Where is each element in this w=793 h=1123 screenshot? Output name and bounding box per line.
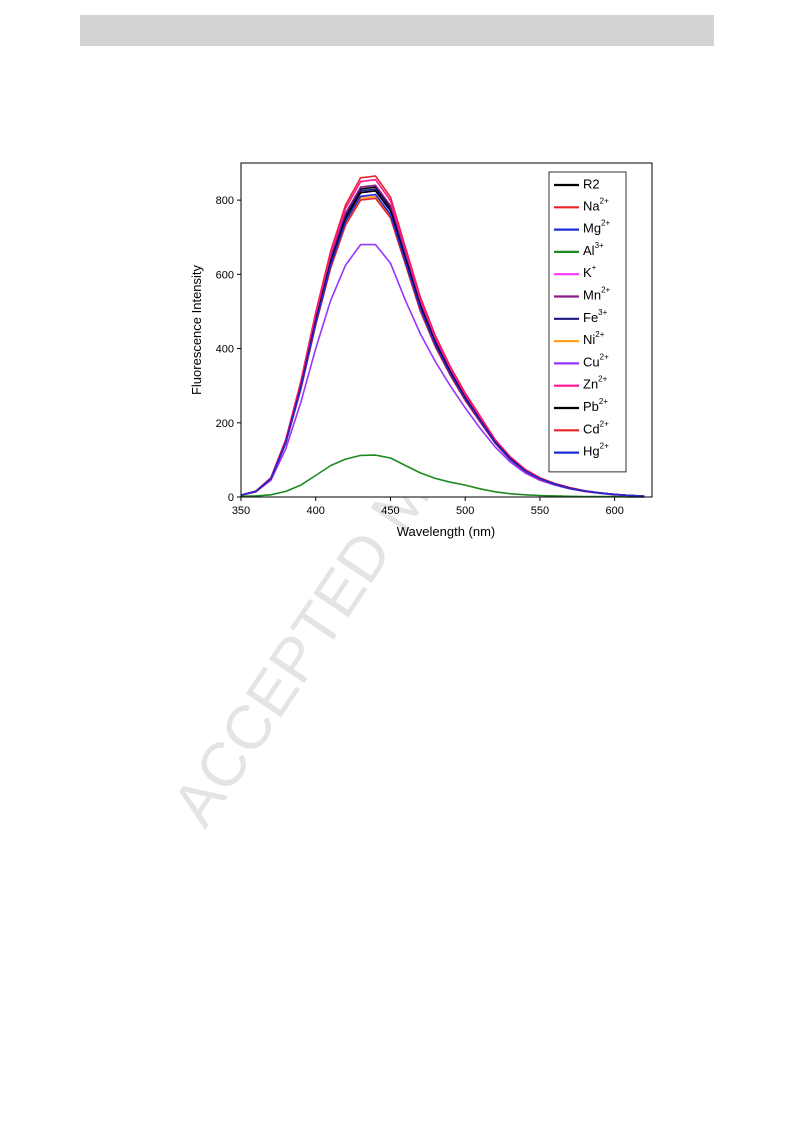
series-line bbox=[240, 454, 645, 498]
y-tick-label: 200 bbox=[216, 418, 234, 430]
y-tick-label: 600 bbox=[216, 269, 234, 281]
x-tick-label: 600 bbox=[605, 505, 623, 517]
legend-label: Na2+ bbox=[583, 196, 609, 213]
y-tick-label: 0 bbox=[228, 492, 234, 504]
legend-label: Zn2+ bbox=[583, 375, 608, 392]
header-bar bbox=[80, 15, 714, 46]
legend-label: Cu2+ bbox=[583, 353, 609, 370]
series-line bbox=[240, 193, 645, 498]
legend-label: Fe3+ bbox=[583, 308, 608, 325]
x-tick-label: 500 bbox=[456, 505, 474, 517]
legend-label: Al3+ bbox=[583, 241, 604, 258]
x-tick-label: 400 bbox=[307, 505, 325, 517]
legend-label: R2 bbox=[583, 176, 600, 191]
plot: 350 400 450 500 550 600 0 200 400 600 800 R2 Na2+ Mg2… bbox=[216, 162, 653, 517]
legend-label: Pb2+ bbox=[583, 397, 608, 414]
legend-label: K+ bbox=[583, 263, 597, 280]
x-axis-label: Wavelength (nm) bbox=[397, 524, 496, 539]
legend-label: Mn2+ bbox=[583, 286, 611, 303]
y-tick-label: 800 bbox=[216, 195, 234, 207]
y-axis-label: Fluorescence Intensity bbox=[189, 264, 204, 395]
plot-frame bbox=[240, 162, 653, 498]
y-tick-label: 400 bbox=[216, 344, 234, 356]
legend-label: Ni2+ bbox=[583, 330, 605, 347]
legend-box bbox=[548, 171, 627, 473]
x-tick-label: 450 bbox=[381, 505, 399, 517]
x-tick-label: 350 bbox=[232, 505, 250, 517]
legend-label: Cd2+ bbox=[583, 419, 609, 436]
x-tick-label: 550 bbox=[531, 505, 549, 517]
legend-label: Mg2+ bbox=[583, 219, 611, 236]
legend-label: Hg2+ bbox=[583, 442, 609, 459]
